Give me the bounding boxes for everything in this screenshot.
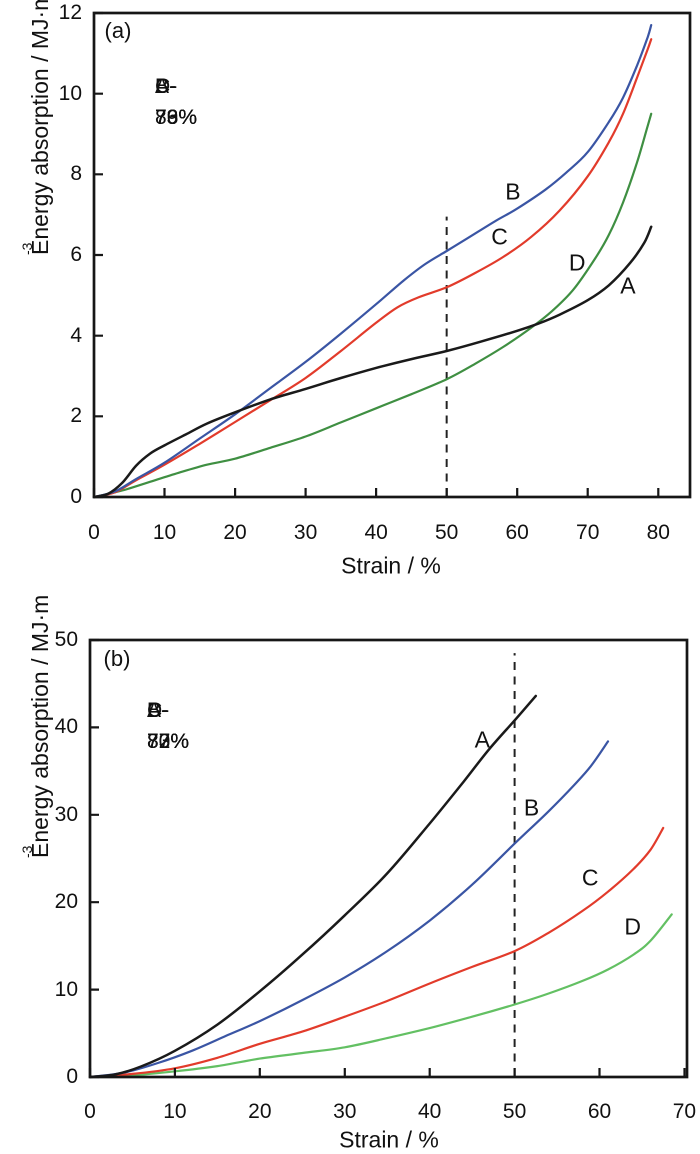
curve-label-D-(a): D xyxy=(568,249,586,276)
axis-ticks-(a) xyxy=(92,11,660,499)
y-tick-label-(a): 6 xyxy=(70,243,82,266)
x-tick-label-(b): 40 xyxy=(417,1100,442,1123)
curve-label-A-(b): A xyxy=(474,726,490,753)
x-tick-label-(b): 50 xyxy=(502,1100,527,1123)
y-tick-label-(b): 0 xyxy=(66,1065,78,1088)
curve-label-C-(a): C xyxy=(491,223,508,250)
curve-A-(b) xyxy=(88,694,538,1079)
curve-D-(a) xyxy=(92,112,653,499)
x-tick-label-(a): 60 xyxy=(505,521,529,544)
x-tick-label-(a): 70 xyxy=(576,521,600,544)
legend-entry-(a)-3: D-83% xyxy=(155,75,198,129)
curve-label-D-(b): D xyxy=(624,913,641,940)
y-axis-title-exponent: -3 xyxy=(19,242,35,255)
curve-label-B-(a): B xyxy=(505,178,521,205)
legend-entry-(b)-0: A-72% xyxy=(147,699,190,753)
x-tick-label-(b): 70 xyxy=(672,1100,697,1123)
y-axis-title-exponent: -3 xyxy=(19,845,35,858)
y-tick-label-(a): 12 xyxy=(58,1,82,24)
y-tick-label-(a): 10 xyxy=(58,81,82,105)
x-tick-label-(a): 80 xyxy=(646,521,670,544)
y-tick-label-(a): 8 xyxy=(70,162,82,186)
legend-entry-(b)-3: D-83% xyxy=(147,699,190,753)
plot-border-(b) xyxy=(88,638,689,1079)
panel-label-(a): (a) xyxy=(104,18,132,43)
legend-entry-(b)-1: B-77% xyxy=(147,699,190,753)
y-tick-label-(b): 40 xyxy=(54,715,78,739)
legend-entry-(b)-2: C-80% xyxy=(147,699,190,753)
x-tick-label-(a): 30 xyxy=(293,521,318,544)
x-tick-label-(a): 10 xyxy=(152,521,177,544)
curve-label-C-(b): C xyxy=(581,864,599,891)
curve-label-B-(b): B xyxy=(523,794,540,821)
x-tick-label-(a): 0 xyxy=(88,521,100,544)
curve-D-(b) xyxy=(88,913,673,1079)
legend-entry-(a)-2: C-79% xyxy=(155,75,198,129)
x-tick-label-(b): 0 xyxy=(84,1100,96,1123)
curve-B-(a) xyxy=(92,24,653,499)
x-tick-label-(a): 40 xyxy=(364,521,388,544)
y-axis-title-base: Energy absorption / MJ·m xyxy=(27,594,53,858)
curve-B-(b) xyxy=(88,740,610,1079)
x-tick-label-(a): 50 xyxy=(434,521,459,544)
x-axis-title-(a): Strain / % xyxy=(341,552,441,579)
y-axis-title-base: Energy absorption / MJ·m xyxy=(27,0,53,255)
y-tick-label-(a): 2 xyxy=(70,404,82,428)
x-axis-title-(b): Strain / % xyxy=(339,1126,439,1153)
curve-C-(a) xyxy=(92,38,653,499)
y-tick-label-(b): 10 xyxy=(54,977,78,1001)
panel-label-(b): (b) xyxy=(103,646,131,671)
y-tick-label-(b): 20 xyxy=(54,890,78,914)
y-tick-label-(b): 50 xyxy=(54,628,78,651)
y-tick-label-(a): 4 xyxy=(70,323,82,347)
curve-label-A-(a): A xyxy=(620,272,636,299)
x-tick-label-(a): 20 xyxy=(223,521,247,544)
curve-A-(a) xyxy=(92,225,653,499)
x-tick-label-(b): 30 xyxy=(333,1100,357,1123)
axis-ticks-(b) xyxy=(88,638,686,1079)
y-tick-label-(b): 30 xyxy=(54,802,78,826)
curve-C-(b) xyxy=(88,826,665,1079)
legend-entry-(a)-1: B-76% xyxy=(155,75,198,129)
legend-entry-(a)-0: A-73% xyxy=(155,75,198,129)
x-tick-label-(b): 60 xyxy=(587,1100,612,1123)
x-tick-label-(b): 20 xyxy=(248,1100,272,1123)
x-tick-label-(b): 10 xyxy=(163,1100,187,1123)
y-tick-label-(a): 0 xyxy=(70,485,82,508)
